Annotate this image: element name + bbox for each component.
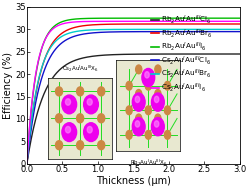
Line: Rb$_2$Au$^I$Au$^{III}$Br$_6$: Rb$_2$Au$^I$Au$^{III}$Br$_6$ bbox=[27, 24, 240, 163]
Rb$_2$Au$^I$Au$^{III}$Br$_6$ bbox=[26, 162, 29, 164]
Cs$_2$Au$^I$Au$^{III}$Br$_6$ bbox=[238, 28, 242, 30]
Cs$_2$Au$^I$Au$^{III}$Cl$_6$ bbox=[151, 30, 154, 33]
Rb$_2$Au$^I$Au$^{III}$Cl$_6$ bbox=[238, 53, 242, 55]
Cs$_2$Au$^I$Au$^{III}$Cl$_6$ bbox=[238, 30, 242, 33]
Rb$_2$Au$^I$Au$^{III}$I$_6$ bbox=[80, 17, 83, 20]
Cs$_2$Au$^I$Au$^{III}$Br$_6$ bbox=[80, 29, 83, 32]
Rb$_2$Au$^I$Au$^{III}$Cl$_6$ bbox=[122, 53, 125, 56]
Rb$_2$Au$^I$Au$^{III}$I$_6$ bbox=[63, 20, 66, 22]
Rb$_2$Au$^I$Au$^{III}$Cl$_6$ bbox=[63, 65, 66, 67]
Cs$_2$Au$^I$Au$^{III}$Cl$_6$ bbox=[26, 162, 29, 164]
Cs$_2$Au$^I$Au$^{III}$I$_6$ bbox=[186, 20, 189, 22]
Rb$_2$Au$^I$Au$^{III}$I$_6$ bbox=[122, 17, 125, 19]
Cs$_2$Au$^I$Au$^{III}$I$_6$ bbox=[151, 20, 154, 22]
Cs$_2$Au$^I$Au$^{III}$I$_6$ bbox=[80, 20, 83, 23]
Cs$_2$Au$^I$Au$^{III}$I$_6$ bbox=[122, 20, 125, 22]
Rb$_2$Au$^I$Au$^{III}$I$_6$ bbox=[26, 162, 29, 164]
Rb$_2$Au$^I$Au$^{III}$Cl$_6$ bbox=[151, 53, 154, 55]
Rb$_2$Au$^I$Au$^{III}$Cl$_6$ bbox=[186, 53, 189, 55]
Line: Rb$_2$Au$^I$Au$^{III}$I$_6$: Rb$_2$Au$^I$Au$^{III}$I$_6$ bbox=[27, 18, 240, 163]
Rb$_2$Au$^I$Au$^{III}$I$_6$ bbox=[238, 17, 242, 19]
Line: Cs$_2$Au$^I$Au$^{III}$Cl$_6$: Cs$_2$Au$^I$Au$^{III}$Cl$_6$ bbox=[27, 32, 240, 163]
Cs$_2$Au$^I$Au$^{III}$I$_6$ bbox=[26, 161, 29, 164]
Line: Rb$_2$Au$^I$Au$^{III}$Cl$_6$: Rb$_2$Au$^I$Au$^{III}$Cl$_6$ bbox=[27, 54, 240, 163]
Line: Cs$_2$Au$^I$Au$^{III}$Br$_6$: Cs$_2$Au$^I$Au$^{III}$Br$_6$ bbox=[27, 29, 240, 163]
Cs$_2$Au$^I$Au$^{III}$Br$_6$ bbox=[186, 28, 189, 30]
Rb$_2$Au$^I$Au$^{III}$Cl$_6$ bbox=[80, 57, 83, 59]
Cs$_2$Au$^I$Au$^{III}$Cl$_6$ bbox=[168, 30, 171, 33]
Rb$_2$Au$^I$Au$^{III}$I$_6$ bbox=[151, 17, 154, 19]
Rb$_2$Au$^I$Au$^{III}$Br$_6$ bbox=[80, 25, 83, 27]
Cs$_2$Au$^I$Au$^{III}$Br$_6$ bbox=[122, 28, 125, 31]
Line: Cs$_2$Au$^I$Au$^{III}$I$_6$: Cs$_2$Au$^I$Au$^{III}$I$_6$ bbox=[27, 21, 240, 163]
Rb$_2$Au$^I$Au$^{III}$I$_6$ bbox=[168, 17, 171, 19]
Cs$_2$Au$^I$Au$^{III}$Cl$_6$ bbox=[80, 33, 83, 36]
Rb$_2$Au$^I$Au$^{III}$Cl$_6$ bbox=[26, 162, 29, 164]
Rb$_2$Au$^I$Au$^{III}$Br$_6$ bbox=[122, 23, 125, 25]
Cs$_2$Au$^I$Au$^{III}$Br$_6$ bbox=[63, 34, 66, 36]
Cs$_2$Au$^I$Au$^{III}$I$_6$ bbox=[238, 20, 242, 22]
Rb$_2$Au$^I$Au$^{III}$Br$_6$ bbox=[238, 23, 242, 25]
Rb$_2$Au$^I$Au$^{III}$Br$_6$ bbox=[63, 30, 66, 33]
X-axis label: Thickness (μm): Thickness (μm) bbox=[96, 176, 171, 186]
Cs$_2$Au$^I$Au$^{III}$Br$_6$ bbox=[151, 28, 154, 30]
Cs$_2$Au$^I$Au$^{III}$Br$_6$ bbox=[168, 28, 171, 30]
Rb$_2$Au$^I$Au$^{III}$Cl$_6$ bbox=[168, 53, 171, 55]
Cs$_2$Au$^I$Au$^{III}$I$_6$ bbox=[63, 22, 66, 24]
Cs$_2$Au$^I$Au$^{III}$Cl$_6$ bbox=[186, 30, 189, 33]
Y-axis label: Efficiency (%): Efficiency (%) bbox=[4, 52, 14, 119]
Cs$_2$Au$^I$Au$^{III}$I$_6$ bbox=[168, 20, 171, 22]
Rb$_2$Au$^I$Au$^{III}$Br$_6$ bbox=[168, 23, 171, 25]
Legend: Rb$_2$Au$^I$Au$^{III}$Cl$_6$, Rb$_2$Au$^I$Au$^{III}$Br$_6$, Rb$_2$Au$^I$Au$^{III: Rb$_2$Au$^I$Au$^{III}$Cl$_6$, Rb$_2$Au$^… bbox=[148, 11, 216, 97]
Cs$_2$Au$^I$Au$^{III}$Cl$_6$ bbox=[63, 40, 66, 42]
Cs$_2$Au$^I$Au$^{III}$Cl$_6$ bbox=[122, 31, 125, 33]
Cs$_2$Au$^I$Au$^{III}$Br$_6$ bbox=[26, 162, 29, 164]
Rb$_2$Au$^I$Au$^{III}$Br$_6$ bbox=[151, 23, 154, 25]
Rb$_2$Au$^I$Au$^{III}$Br$_6$ bbox=[186, 23, 189, 25]
Rb$_2$Au$^I$Au$^{III}$I$_6$ bbox=[186, 17, 189, 19]
